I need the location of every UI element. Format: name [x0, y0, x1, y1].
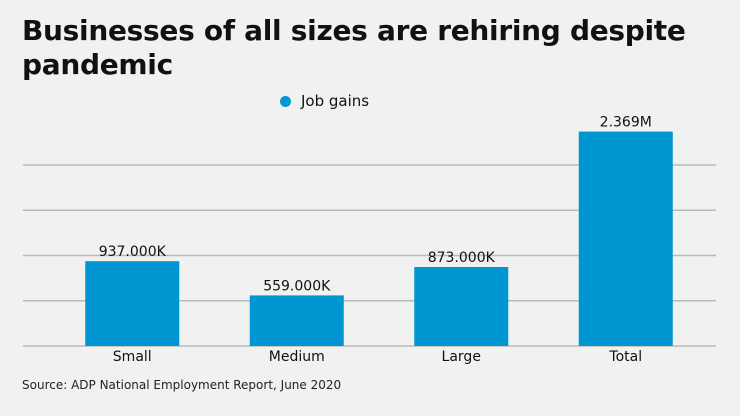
chart-title: Businesses of all sizes are rehiring des…: [22, 14, 686, 81]
x-tick-label: Total: [608, 349, 642, 365]
source-note: Source: ADP National Employment Report, …: [22, 378, 342, 392]
data-label: 2.369M: [600, 115, 652, 131]
x-tick-label: Medium: [269, 349, 325, 365]
bar-total: [578, 131, 673, 346]
data-label: 937.000K: [99, 244, 167, 260]
bar-large: [414, 266, 509, 346]
bar-medium: [249, 295, 344, 346]
x-tick-label: Large: [442, 349, 481, 365]
data-label: 873.000K: [428, 250, 496, 266]
data-label: 559.000K: [263, 278, 331, 294]
x-tick-label: Small: [113, 349, 152, 365]
legend: Job gains: [280, 92, 369, 110]
legend-marker-icon: [280, 95, 291, 107]
legend-label: Job gains: [301, 92, 370, 110]
bar-small: [85, 261, 180, 346]
